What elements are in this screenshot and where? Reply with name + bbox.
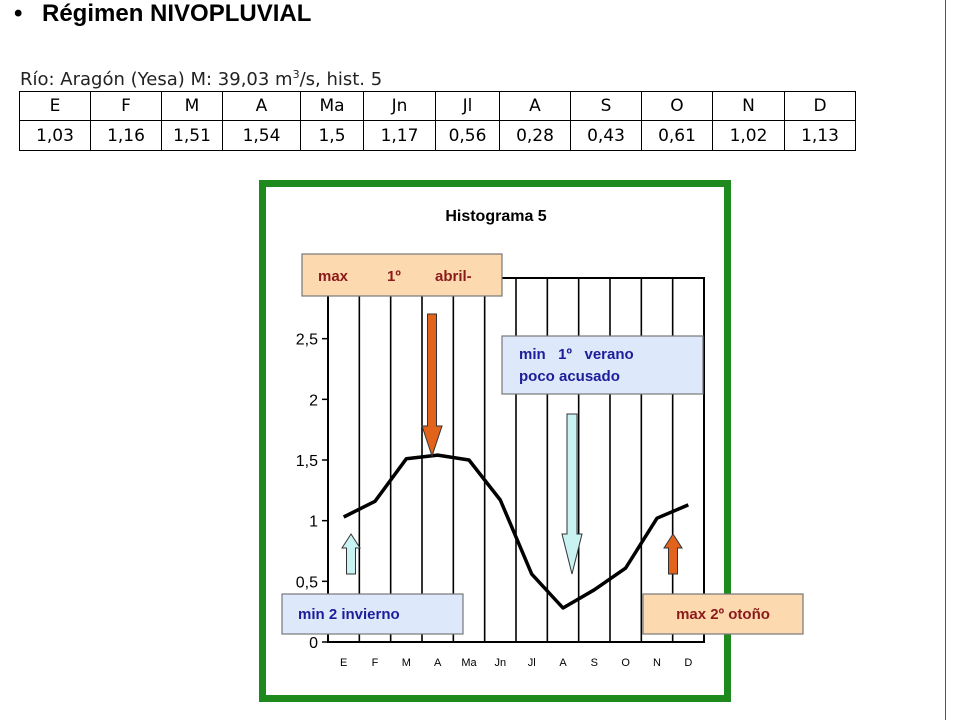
x-tick-label: Jl bbox=[528, 657, 536, 669]
y-tick-label: 2,5 bbox=[296, 332, 318, 349]
min1-label-line1: min 1º verano bbox=[519, 346, 634, 363]
max1-box bbox=[301, 253, 503, 297]
table-value-cell: 0,43 bbox=[570, 120, 642, 151]
table-header-cell: O bbox=[641, 91, 713, 121]
max1-arrow-down bbox=[421, 313, 443, 458]
chart-title: Histograma 5 bbox=[445, 208, 546, 225]
x-tick-label: Jn bbox=[495, 657, 507, 669]
table-value-cell: 1,17 bbox=[363, 120, 436, 151]
table-value-cell: 0,61 bbox=[641, 120, 713, 151]
x-tick-label: A bbox=[559, 657, 567, 669]
table-value-cell: 1,02 bbox=[712, 120, 785, 151]
flow-table-value-row: 1,03 1,16 1,51 1,54 1,5 1,17 0,56 0,28 0,43 0,61 1… bbox=[19, 120, 856, 151]
min1-arrow-down bbox=[561, 413, 583, 575]
x-tick-label: F bbox=[372, 657, 379, 669]
table-value-cell: 1,13 bbox=[784, 120, 856, 151]
flow-line-series bbox=[342, 453, 689, 610]
y-tick-label: 0 bbox=[309, 635, 318, 652]
table-value-cell: 1,5 bbox=[300, 120, 364, 151]
min1-box bbox=[501, 335, 704, 395]
x-tick-label: S bbox=[591, 657, 598, 669]
table-value-cell: 0,28 bbox=[499, 120, 571, 151]
table-header-cell: D bbox=[784, 91, 856, 121]
min2-box bbox=[281, 593, 464, 635]
table-header-cell: Jl bbox=[435, 91, 500, 121]
river-caption-prefix: Río: Aragón (Yesa) M: 39,03 m bbox=[20, 69, 293, 90]
river-caption-sup: 3 bbox=[292, 68, 300, 81]
min2-arrow-up bbox=[341, 533, 361, 575]
y-tick-label: 0,5 bbox=[296, 574, 318, 591]
x-tick-label: M bbox=[402, 657, 411, 669]
flow-table: E F M A Ma Jn Jl A S O N D 1,03 1,16 1,51 1,54 1,5 1,17 0… bbox=[19, 91, 856, 151]
max2-box bbox=[642, 593, 804, 635]
table-header-cell: E bbox=[19, 91, 91, 121]
x-tick-label: O bbox=[621, 657, 630, 669]
min1-label-line2: poco acusado bbox=[519, 368, 620, 385]
river-caption: Río: Aragón (Yesa) M: 39,03 m3/s, hist. … bbox=[20, 68, 382, 90]
x-tick-label: N bbox=[653, 657, 661, 669]
x-tick-label: E bbox=[340, 657, 347, 669]
slide-border bbox=[945, 0, 946, 720]
flow-table-header-row: E F M A Ma Jn Jl A S O N D bbox=[19, 91, 856, 121]
table-value-cell: 1,16 bbox=[90, 120, 162, 151]
table-header-cell: A bbox=[222, 91, 301, 121]
x-tick-label: D bbox=[684, 657, 692, 669]
x-tick-label: A bbox=[434, 657, 442, 669]
max1-label-a: max bbox=[318, 268, 349, 285]
table-header-cell: Ma bbox=[300, 91, 364, 121]
max1-label-c: abril- bbox=[435, 268, 472, 285]
x-tick-label: Ma bbox=[461, 657, 477, 669]
table-value-cell: 0,56 bbox=[435, 120, 500, 151]
y-tick-label: 2 bbox=[309, 392, 318, 409]
y-tick-label: 1,5 bbox=[296, 453, 318, 470]
max2-label: max 2º otoño bbox=[676, 606, 770, 623]
table-value-cell: 1,51 bbox=[161, 120, 223, 151]
y-tick-label: 1 bbox=[309, 514, 318, 531]
min2-label: min 2 invierno bbox=[298, 606, 400, 623]
table-header-cell: Jn bbox=[363, 91, 436, 121]
river-caption-suffix: /s, hist. 5 bbox=[299, 69, 383, 90]
slide-title: • Régimen NIVOPLUVIAL bbox=[14, 0, 311, 28]
title-text: Régimen NIVOPLUVIAL bbox=[42, 0, 312, 27]
table-value-cell: 1,03 bbox=[19, 120, 91, 151]
table-value-cell: 1,54 bbox=[222, 120, 301, 151]
bullet: • bbox=[14, 0, 23, 27]
max2-arrow-up bbox=[663, 533, 683, 575]
max1-label-b: 1º bbox=[387, 268, 401, 285]
